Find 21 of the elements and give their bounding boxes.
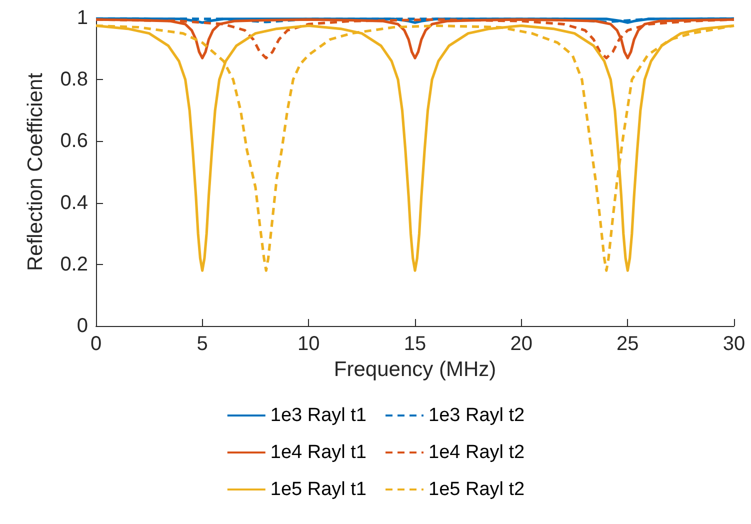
y-tick-label: 0.6 (60, 130, 88, 152)
x-tick-label: 5 (196, 333, 208, 355)
y-axis-title: Reflection Coefficient (24, 72, 47, 272)
legend-label: 1e3 Rayl t1 (270, 405, 367, 426)
y-tick-label: 0.4 (60, 192, 88, 214)
legend-label: 1e5 Rayl t1 (270, 479, 367, 500)
x-tick-label: 10 (298, 333, 320, 355)
legend-label: 1e5 Rayl t2 (428, 479, 525, 500)
y-tick-label: 1 (76, 7, 88, 29)
x-tick-label: 30 (722, 333, 746, 355)
y-tick-label: 0 (76, 315, 88, 337)
x-axis-title: Frequency (MHz) (334, 358, 496, 381)
x-tick-label: 25 (616, 333, 639, 355)
legend-label: 1e4 Rayl t1 (270, 442, 367, 463)
x-tick-label: 15 (404, 333, 426, 355)
legend-label: 1e3 Rayl t2 (428, 405, 525, 426)
y-tick-label: 0.8 (60, 68, 88, 91)
x-tick-label: 20 (510, 333, 532, 355)
y-tick-label: 0.2 (60, 253, 88, 276)
x-tick-label: 0 (90, 333, 102, 355)
legend-label: 1e4 Rayl t2 (428, 442, 525, 463)
